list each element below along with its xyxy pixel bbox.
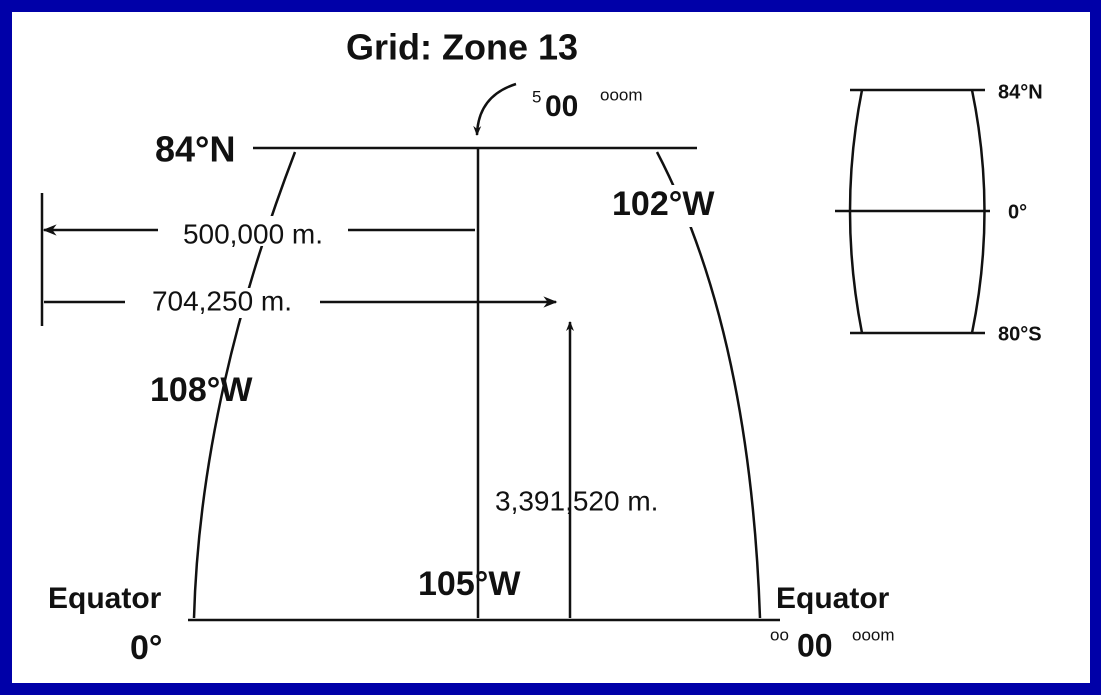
panel xyxy=(12,12,1090,683)
northing-main: 00 xyxy=(797,627,833,663)
northing-prefix: 5 xyxy=(532,87,541,106)
northing-suffix: ooom xyxy=(600,85,643,104)
label: 102°W xyxy=(612,185,715,223)
northing-main: 00 xyxy=(545,90,578,123)
label: Equator xyxy=(776,582,890,615)
title: Grid: Zone 13 xyxy=(346,27,578,68)
inset-label: 0° xyxy=(1008,201,1027,223)
label: 105°W xyxy=(418,565,521,603)
label: 84°N xyxy=(155,129,235,170)
northing-suffix: ooom xyxy=(852,625,895,644)
label: 500,000 m. xyxy=(183,218,323,249)
label: 108°W xyxy=(150,371,253,409)
label: 3,391,520 m. xyxy=(495,485,658,516)
label: 0° xyxy=(130,629,163,667)
inset-label: 80°S xyxy=(998,323,1042,345)
label: 704,250 m. xyxy=(152,285,292,316)
inset-label: 84°N xyxy=(998,81,1043,103)
northing-prefix: oo xyxy=(770,625,789,644)
label: Equator xyxy=(48,582,162,615)
